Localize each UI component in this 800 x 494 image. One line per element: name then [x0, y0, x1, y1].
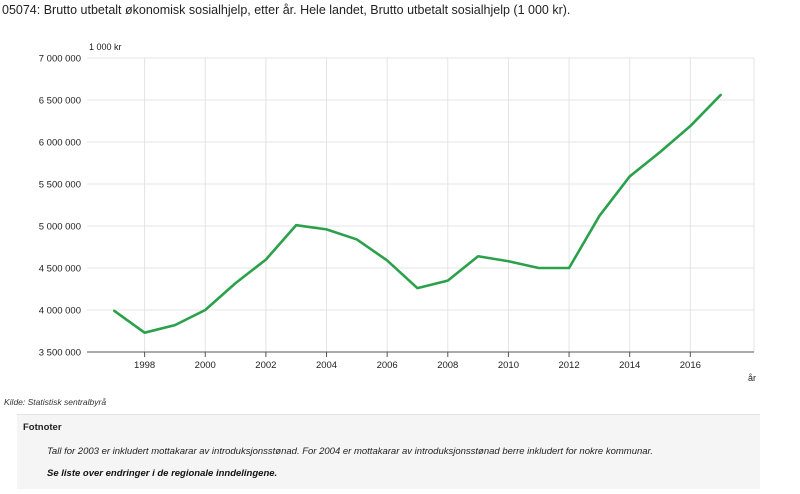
- data-point: [385, 258, 389, 262]
- data-point: [234, 281, 238, 285]
- data-point: [173, 323, 177, 327]
- data-point: [325, 227, 329, 231]
- x-tick-label: 2010: [498, 360, 519, 371]
- y-tick-label: 6 000 000: [39, 138, 81, 149]
- data-point: [476, 254, 480, 258]
- data-point: [537, 266, 541, 270]
- chart-title: 05074: Brutto utbetalt økonomisk sosialh…: [2, 3, 571, 17]
- data-point: [567, 266, 571, 270]
- x-tick-label: 2004: [316, 360, 337, 371]
- data-point: [294, 223, 298, 227]
- data-point: [597, 214, 601, 218]
- x-tick-label: 2016: [680, 360, 701, 371]
- data-point: [628, 174, 632, 178]
- x-tick-label: 2008: [437, 360, 458, 371]
- data-point: [446, 279, 450, 283]
- x-tick-label: 2012: [558, 360, 579, 371]
- data-point: [688, 124, 692, 128]
- footnote-text: Tall for 2003 er inkludert mottakarar av…: [47, 446, 653, 457]
- data-point: [203, 308, 207, 312]
- y-tick-label: 4 500 000: [39, 264, 81, 275]
- y-tick-label: 5 000 000: [39, 222, 81, 233]
- line-chart: 1998 2000 2002 2004 2006 2008 2010 2012 2014 2016…: [39, 42, 756, 383]
- source-text: Kilde: Statistisk sentralbyrå: [4, 397, 107, 407]
- data-point: [506, 259, 510, 263]
- y-tick-label: 4 000 000: [39, 306, 81, 317]
- x-tick-label: 2000: [195, 360, 216, 371]
- y-tick-label: 5 500 000: [39, 180, 81, 191]
- data-point: [264, 258, 268, 262]
- data-point: [719, 93, 723, 97]
- data-point: [658, 150, 662, 154]
- data-point: [143, 331, 147, 335]
- y-tick-label: 3 500 000: [39, 348, 81, 359]
- x-axis-title: år: [748, 373, 756, 383]
- footnotes-heading: Fotnoter: [23, 422, 62, 433]
- data-point: [415, 286, 419, 290]
- footnotes-panel: Fotnoter Tall for 2003 er inkludert mott…: [17, 414, 760, 489]
- data-point: [112, 309, 116, 313]
- regional-changes-link[interactable]: Se liste over endringer i de regionale i…: [47, 468, 278, 479]
- x-tick-label: 2002: [255, 360, 276, 371]
- data-point: [355, 237, 359, 241]
- x-tick-label: 2006: [377, 360, 398, 371]
- x-tick-label: 2014: [619, 360, 640, 371]
- series-line: [112, 93, 722, 334]
- chart-panel: 1998 2000 2002 2004 2006 2008 2010 2012 2014 2016…: [17, 22, 777, 404]
- y-tick-label: 6 500 000: [39, 96, 81, 107]
- x-tick-label: 1998: [134, 360, 155, 371]
- y-axis-unit-label: 1 000 kr: [89, 42, 122, 52]
- y-tick-label: 7 000 000: [39, 54, 81, 65]
